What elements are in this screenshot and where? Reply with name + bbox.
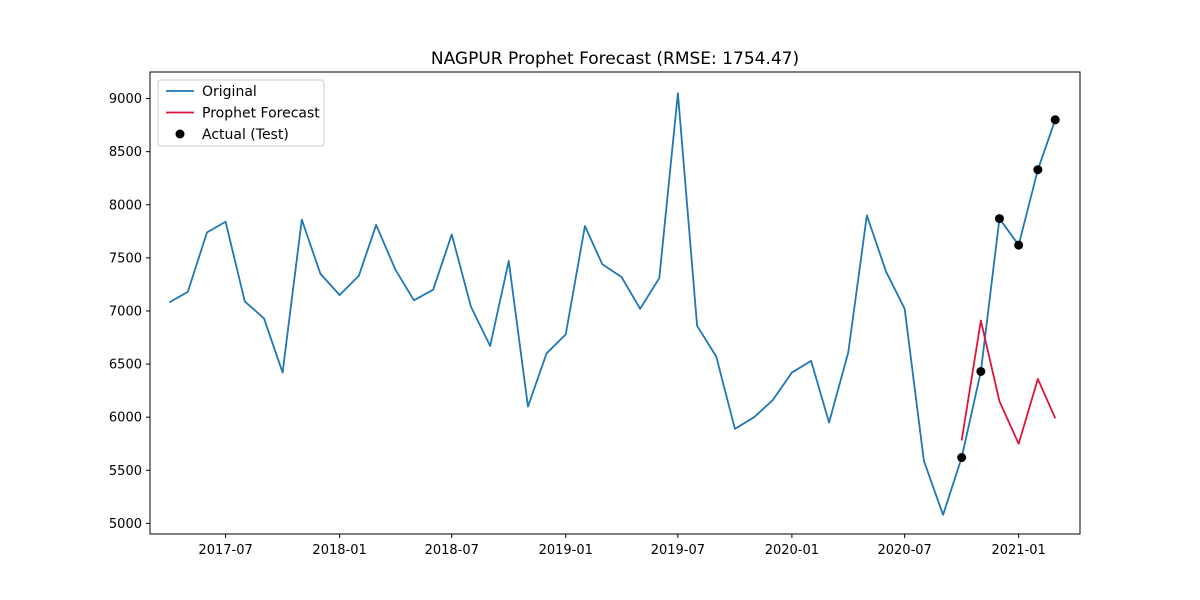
legend: Original Prophet Forecast Actual (Test)	[157, 79, 325, 147]
plot-frame	[149, 71, 1081, 535]
legend-label: Original	[202, 84, 257, 100]
series-layer	[168, 92, 1060, 516]
y-tick-label: 6500	[109, 358, 142, 373]
series-point-actual-test	[1033, 165, 1043, 175]
x-tick-label: 2017-07	[198, 543, 252, 558]
x-axis: 2017-07 2018-01 2018-07 2019-01 2019-07 2020-…	[198, 534, 1046, 558]
x-tick-label: 2021-01	[991, 543, 1045, 558]
series-point-actual-test	[994, 214, 1004, 224]
y-tick-label: 5000	[109, 517, 142, 532]
y-tick-label: 8000	[109, 198, 142, 213]
y-tick-label: 8500	[109, 145, 142, 160]
x-tick-label: 2019-01	[539, 543, 593, 558]
series-point-actual-test	[1014, 240, 1024, 250]
series-line-prophet-forecast	[960, 319, 1057, 445]
y-axis: 5000 5500 6000 6500 7000 7500 8000 8500 9000	[109, 92, 150, 532]
x-tick-label: 2018-07	[425, 543, 479, 558]
x-tick-label: 2020-07	[877, 543, 931, 558]
legend-label: Prophet Forecast	[202, 106, 320, 122]
y-tick-label: 9000	[109, 92, 142, 107]
y-tick-label: 7000	[109, 304, 142, 319]
x-tick-label: 2020-01	[765, 543, 819, 558]
y-tick-label: 7500	[109, 251, 142, 266]
legend-box	[157, 79, 325, 147]
x-tick-label: 2018-01	[312, 543, 366, 558]
legend-label: Actual (Test)	[202, 127, 289, 143]
legend-swatch-marker	[175, 129, 185, 139]
series-point-actual-test	[957, 453, 967, 463]
y-tick-label: 6000	[109, 411, 142, 426]
chart-title: NAGPUR Prophet Forecast (RMSE: 1754.47)	[431, 49, 799, 69]
series-point-actual-test	[1050, 115, 1060, 125]
series-line-original	[168, 92, 1057, 516]
y-tick-label: 5500	[109, 464, 142, 479]
x-tick-label: 2019-07	[651, 543, 705, 558]
series-point-actual-test	[976, 367, 986, 377]
